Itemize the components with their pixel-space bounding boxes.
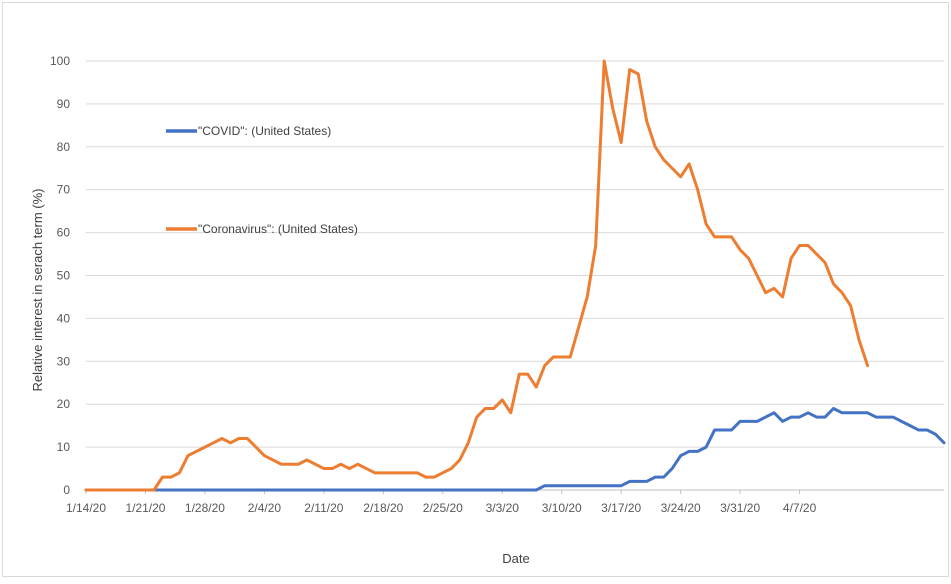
y-tick-label: 0 (63, 483, 70, 497)
x-tick-label: 3/31/20 (720, 501, 760, 515)
x-tick-label: 3/10/20 (542, 501, 582, 515)
y-tick-label: 30 (57, 354, 71, 368)
legend-label: "COVID": (United States) (198, 124, 331, 138)
x-tick-label: 3/3/20 (486, 501, 520, 515)
y-tick-label: 60 (57, 226, 71, 240)
series-layer (84, 59, 946, 492)
y-tick-label: 80 (57, 140, 71, 154)
x-axis-title: Date (502, 551, 529, 566)
y-tick-label: 70 (57, 183, 71, 197)
series-line-covid (84, 406, 946, 492)
y-tick-label: 100 (50, 54, 70, 68)
y-tick-label: 20 (57, 397, 71, 411)
x-tick-label: 1/14/20 (66, 501, 106, 515)
y-tick-label: 50 (57, 269, 71, 283)
y-axis-ticks: 0 10 20 30 40 50 60 70 80 90 100 (50, 54, 70, 497)
series-line-coronavirus (84, 59, 870, 492)
y-tick-label: 90 (57, 97, 71, 111)
x-tick-label: 2/11/20 (304, 501, 343, 515)
y-tick-label: 10 (57, 440, 71, 454)
x-tick-label: 2/25/20 (423, 501, 463, 515)
x-tick-label: 3/17/20 (601, 501, 641, 515)
x-tick-label: 1/28/20 (185, 501, 225, 515)
x-tick-label: 3/24/20 (661, 501, 701, 515)
x-tick-label: 4/7/20 (783, 501, 817, 515)
y-axis-title: Relative interest in serach term (%) (30, 188, 45, 391)
legend-label: "Coronavirus": (United States) (198, 222, 358, 236)
x-axis-ticks: 1/14/20 1/21/20 1/28/20 2/4/20 2/11/20 2/18/2… (66, 490, 817, 515)
legend: "COVID": (United States) "Coronavirus": (… (166, 124, 358, 236)
x-tick-label: 2/18/20 (363, 501, 403, 515)
x-tick-label: 1/21/20 (125, 501, 165, 515)
x-tick-label: 2/4/20 (248, 501, 282, 515)
y-tick-label: 40 (57, 311, 71, 325)
